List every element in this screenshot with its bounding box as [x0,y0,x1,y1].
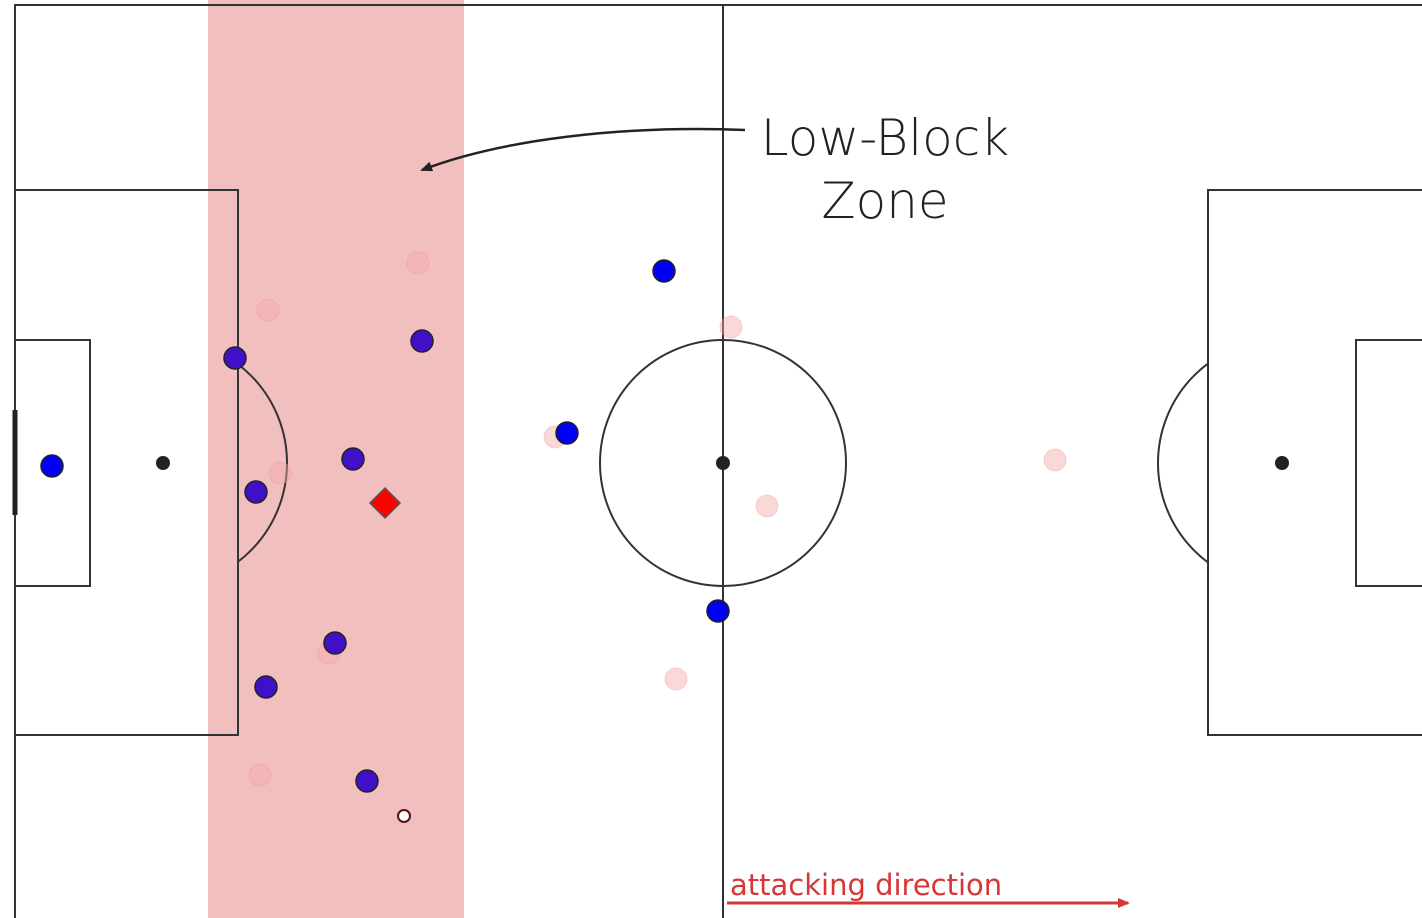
pitch-lines [12,4,1422,918]
annotation-line: Low-Block [761,109,1009,167]
annotation-line: Zone [821,172,948,230]
players [40,259,730,623]
direction-label: attacking direction [730,868,1002,902]
low-block-zone [208,0,464,918]
ball [397,809,411,823]
defending-players [223,329,434,793]
ball-carrier [368,486,402,520]
annotation-arrow [420,127,746,172]
